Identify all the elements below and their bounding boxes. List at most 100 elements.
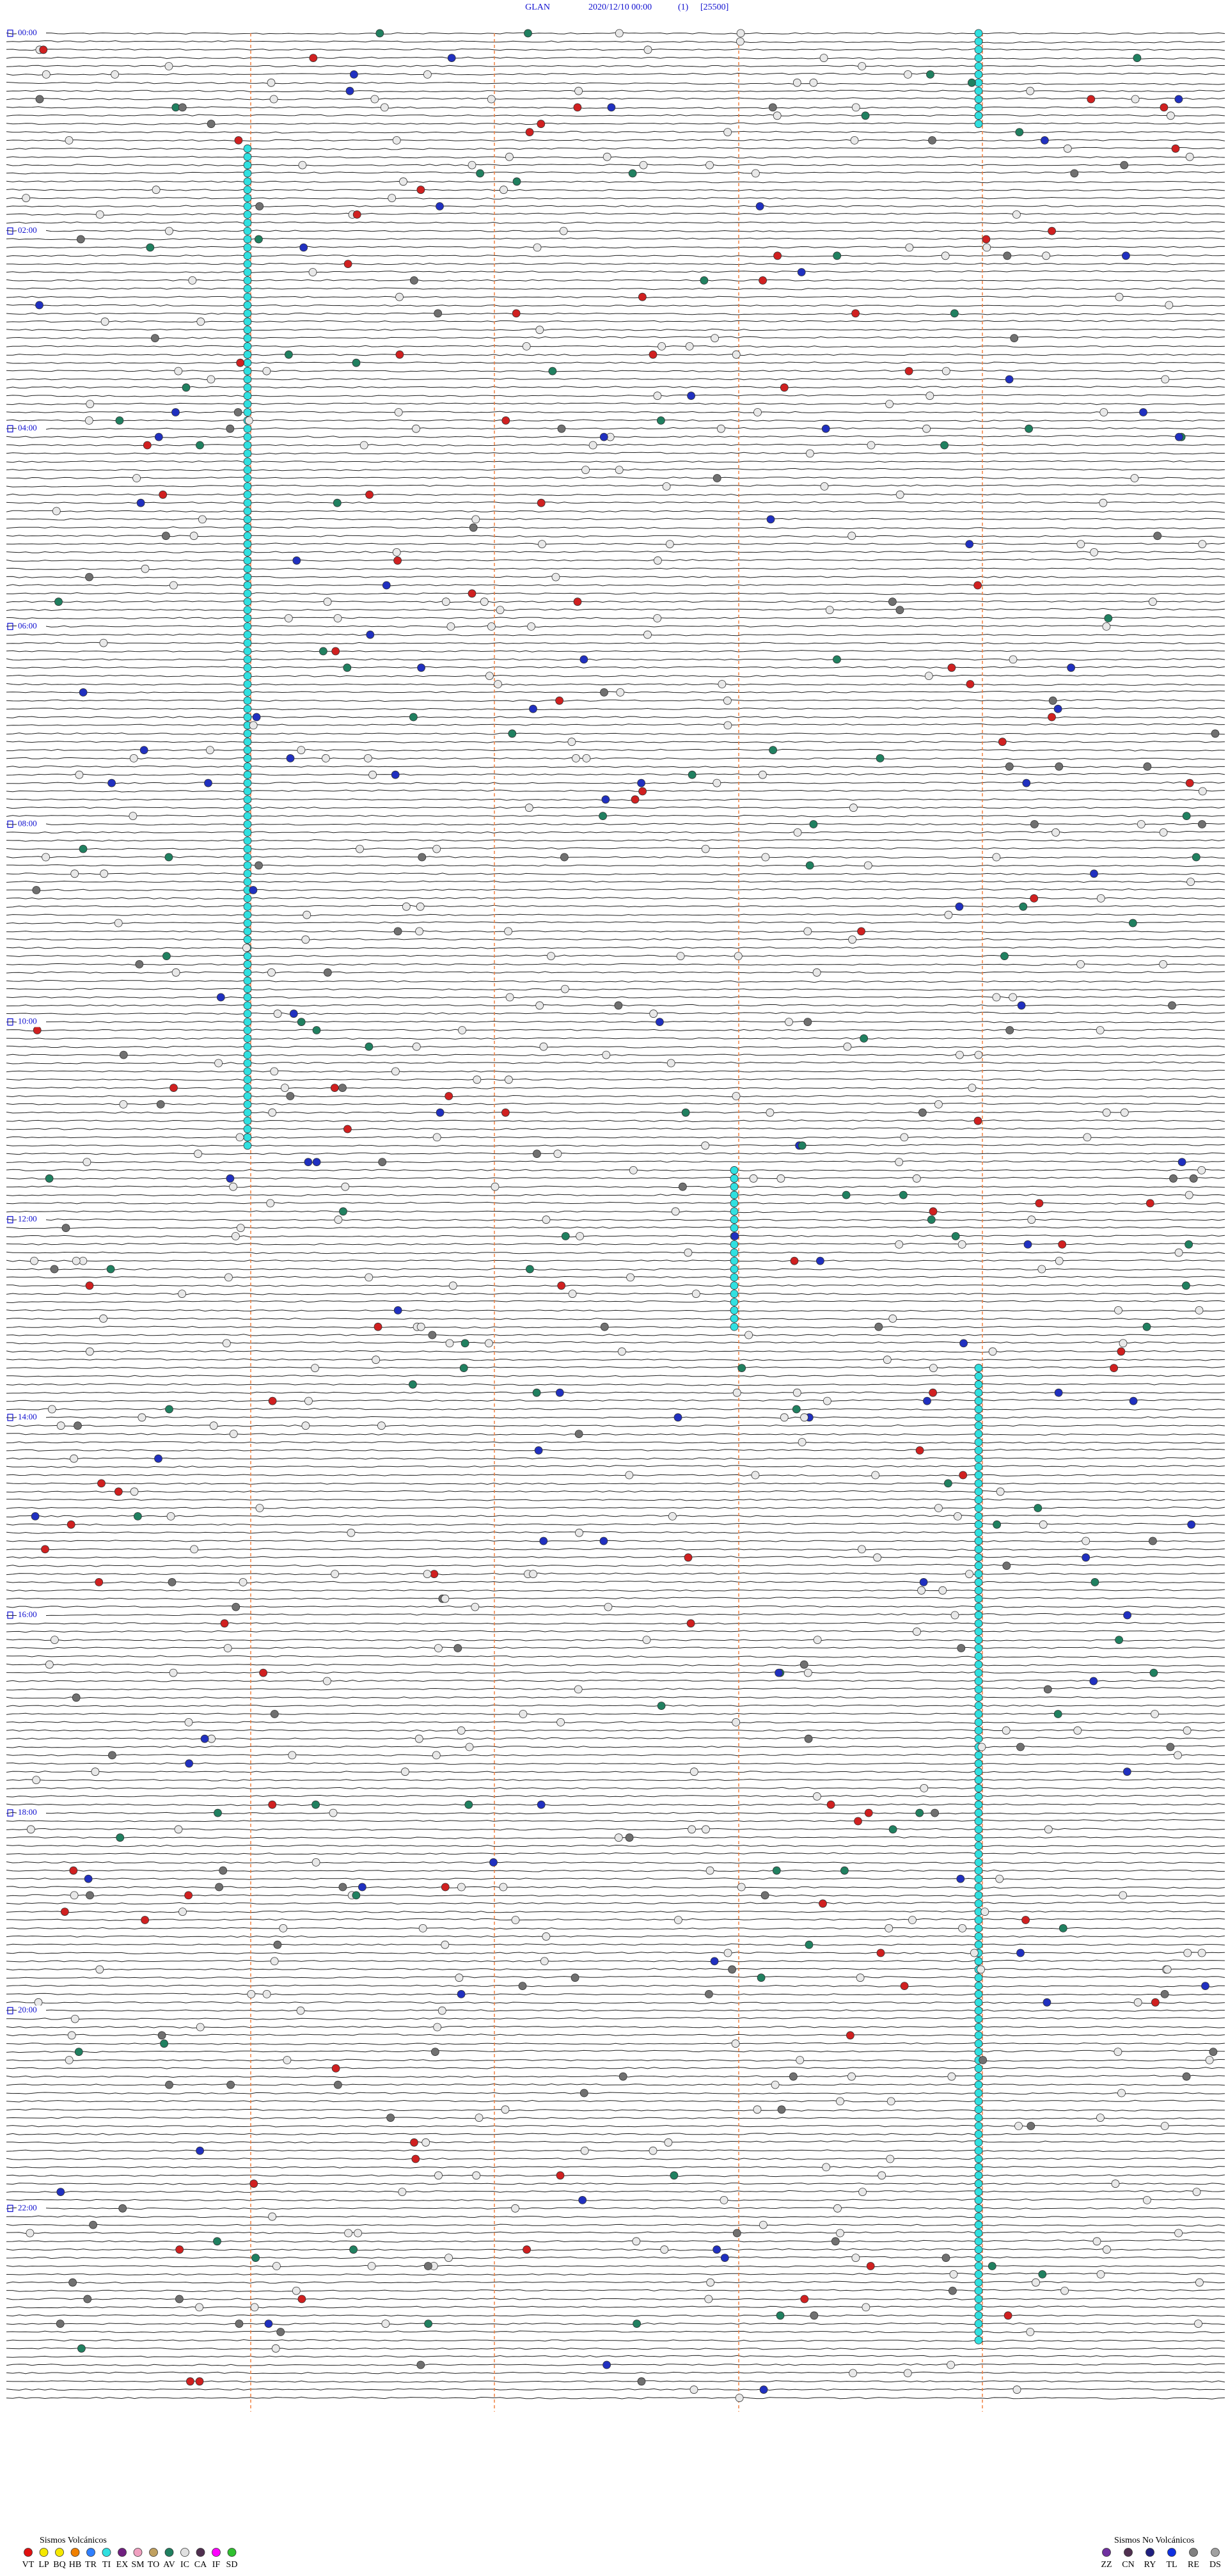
event-circle	[1198, 820, 1206, 828]
trace	[6, 1448, 1225, 1451]
trace	[6, 1309, 1225, 1312]
trace	[6, 1341, 1225, 1345]
legend-code: SD	[226, 2560, 238, 2570]
event-circle	[214, 1808, 222, 1817]
trace	[6, 1787, 1225, 1790]
event-circle	[885, 1924, 893, 1932]
event-circle	[471, 1602, 480, 1611]
legend-code: LP	[38, 2560, 49, 2570]
event-circle	[559, 226, 568, 235]
event-circle	[207, 375, 216, 384]
event-circle	[476, 169, 484, 178]
trace	[6, 1935, 1225, 1938]
trace	[6, 1506, 1225, 1509]
event-circle	[334, 1215, 343, 1224]
event-circle	[364, 754, 372, 763]
trace	[6, 1622, 1225, 1625]
event-circle	[866, 2262, 875, 2270]
trace	[6, 1119, 1225, 1123]
trace	[6, 1011, 1225, 1015]
event-circle	[50, 1265, 59, 1274]
event-circle	[150, 334, 159, 342]
event-circle	[974, 1973, 983, 1982]
event-circle	[141, 564, 150, 573]
event-circle	[1099, 498, 1108, 507]
event-circle	[243, 647, 252, 656]
trace	[6, 2140, 1225, 2144]
event-circle	[359, 441, 368, 450]
event-circle	[365, 1042, 374, 1051]
event-circle	[412, 1042, 421, 1051]
event-circle	[705, 1989, 713, 1998]
event-circle	[100, 869, 109, 878]
event-circle	[974, 2130, 983, 2138]
event-circle	[539, 1042, 548, 1051]
event-circle	[89, 2220, 98, 2229]
event-circle	[974, 1537, 983, 1545]
event-circle	[625, 1471, 634, 1480]
event-circle	[700, 276, 709, 285]
event-circle	[333, 498, 342, 507]
trace	[6, 319, 1225, 323]
legend-code: AV	[163, 2560, 175, 2570]
event-circle	[737, 1364, 746, 1373]
trace	[6, 56, 1225, 59]
event-circle	[1026, 2328, 1035, 2336]
trace	[6, 443, 1225, 446]
event-circle	[944, 1479, 952, 1488]
event-circle	[974, 1504, 983, 1512]
event-circle	[759, 770, 767, 779]
event-circle	[809, 78, 818, 87]
trace	[6, 1498, 1225, 1501]
event-circle	[1058, 1240, 1067, 1249]
event-circle	[1143, 762, 1152, 771]
trace	[6, 2355, 1225, 2358]
event-circle	[553, 1150, 562, 1158]
trace	[6, 1828, 1225, 1831]
event-circle	[848, 935, 856, 944]
trace	[6, 1110, 1225, 1114]
trace	[6, 2149, 1225, 2153]
event-circle	[1012, 2385, 1021, 2394]
event-circle	[243, 152, 252, 161]
event-circle	[343, 1125, 352, 1134]
event-circle	[272, 2262, 281, 2270]
event-circle	[243, 738, 252, 747]
event-circle	[1009, 655, 1018, 664]
event-circle	[243, 457, 252, 466]
event-circle	[917, 1586, 925, 1595]
event-circle	[136, 498, 145, 507]
event-circle	[243, 1067, 252, 1076]
trace	[6, 171, 1225, 175]
event-circle	[602, 1050, 611, 1059]
event-circle	[268, 2212, 277, 2221]
event-circle	[243, 564, 252, 573]
event-circle	[1103, 2245, 1111, 2254]
event-circle	[243, 334, 252, 342]
event-circle	[243, 910, 252, 919]
event-circle	[249, 2179, 258, 2188]
event-circle	[161, 532, 170, 541]
trace	[6, 1366, 1225, 1369]
event-circle	[836, 2097, 844, 2106]
trace	[6, 361, 1225, 365]
event-circle	[638, 787, 647, 796]
event-circle	[974, 1594, 983, 1603]
event-circle	[299, 243, 308, 252]
event-circle	[45, 1660, 54, 1669]
event-circle	[974, 2006, 983, 2015]
event-circle	[717, 424, 725, 433]
event-circle	[243, 194, 252, 203]
event-circle	[214, 1059, 223, 1068]
event-circle	[730, 1265, 739, 1274]
traces	[6, 32, 1225, 2412]
hour-tick	[7, 1018, 13, 1026]
event-circle	[469, 523, 478, 532]
event-circle	[833, 251, 842, 260]
event-circle	[671, 1207, 680, 1216]
trace	[6, 518, 1225, 521]
event-circle	[1019, 902, 1028, 911]
event-circle	[243, 704, 252, 713]
event-circle	[900, 1982, 909, 1991]
event-circle	[974, 2212, 983, 2221]
